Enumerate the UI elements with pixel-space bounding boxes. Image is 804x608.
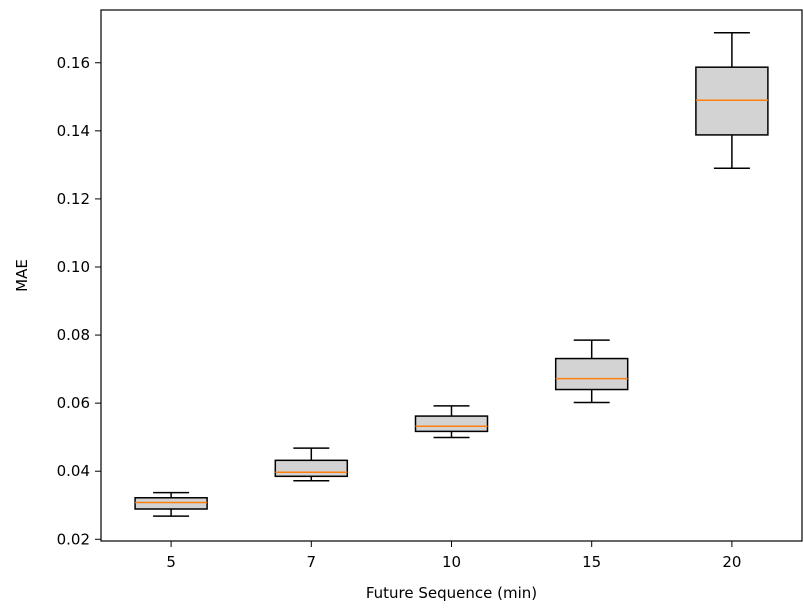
y-tick-label: 0.10 (57, 258, 90, 276)
axes-ticks: 5 7 10 15 20 0.02 0.04 0.06 0.08 0.10 0.12 0.14 0.16 (57, 54, 742, 571)
y-tick-label: 0.02 (57, 530, 90, 548)
axes-frame (100, 9, 803, 542)
y-tick-label: 0.16 (57, 54, 90, 72)
x-tick-label: 20 (722, 553, 741, 571)
x-tick-label: 15 (582, 553, 601, 571)
box (554, 357, 629, 391)
y-tick-label: 0.06 (57, 394, 90, 412)
x-tick-label: 5 (166, 553, 176, 571)
x-tick-label: 7 (307, 553, 317, 571)
x-tick-label: 10 (442, 553, 461, 571)
box (274, 459, 349, 478)
box-group (695, 32, 769, 170)
box (695, 66, 769, 136)
box-group (274, 447, 349, 482)
box-group (414, 405, 489, 439)
box (134, 497, 208, 510)
box (414, 415, 489, 433)
y-axis-label: MAE (13, 259, 31, 292)
x-axis-label: Future Sequence (min) (366, 584, 537, 602)
y-tick-label: 0.04 (57, 462, 90, 480)
y-tick-label: 0.12 (57, 190, 90, 208)
plot-area (134, 32, 769, 517)
box-group (554, 339, 629, 404)
y-tick-label: 0.08 (57, 326, 90, 344)
y-tick-label: 0.14 (57, 122, 90, 140)
box-group (134, 491, 208, 517)
